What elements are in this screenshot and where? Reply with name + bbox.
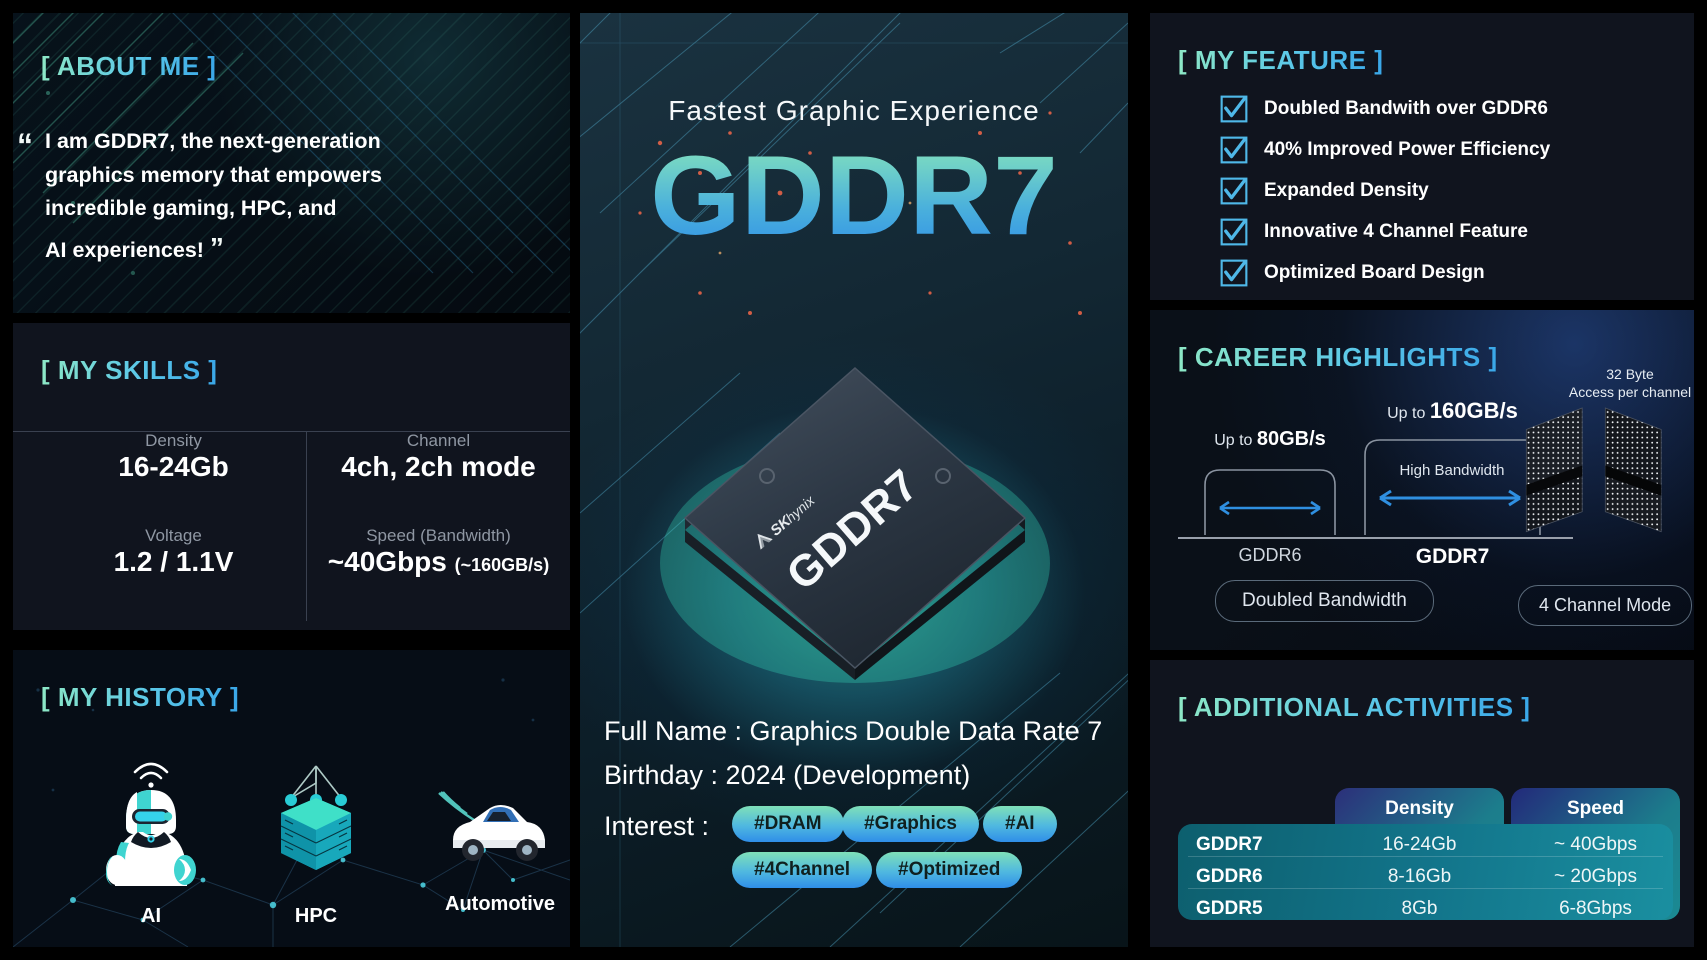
svg-text:High Bandwidth: High Bandwidth <box>1399 462 1504 479</box>
